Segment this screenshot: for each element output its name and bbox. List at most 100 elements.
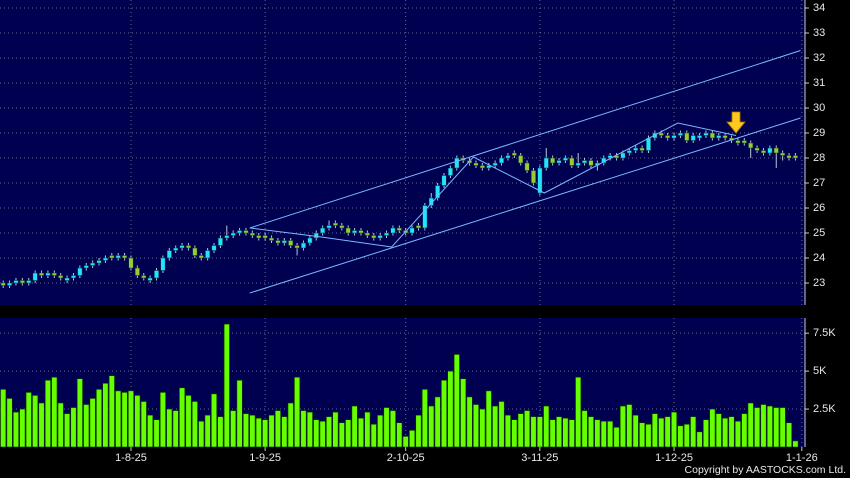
candle-body	[64, 277, 70, 281]
candle-body	[320, 227, 326, 234]
y-tick-label: 28	[813, 152, 825, 164]
candle-body	[639, 147, 645, 151]
candle-body	[792, 155, 798, 159]
volume-bar	[760, 404, 767, 448]
candle-body	[582, 160, 588, 164]
candle-body	[486, 165, 492, 169]
candle-body	[160, 257, 166, 271]
candle-body	[332, 222, 338, 226]
volume-bar	[115, 390, 122, 448]
volume-bar	[274, 410, 281, 448]
x-tick-label: 2-10-25	[387, 452, 425, 464]
candle-body	[364, 232, 370, 236]
volume-bar	[581, 410, 588, 448]
candle-body	[83, 265, 89, 269]
volume-bar	[562, 417, 569, 448]
volume-bar	[658, 417, 665, 448]
candle-body	[262, 235, 268, 239]
candle-body	[562, 157, 568, 161]
candle-body	[249, 232, 255, 236]
volume-bar	[306, 411, 313, 448]
volume-bar	[651, 413, 658, 448]
candle-body	[626, 150, 632, 154]
candle-body	[492, 162, 498, 166]
candle-body	[281, 240, 287, 244]
y-tick-label: 31	[813, 77, 825, 89]
volume-bar	[683, 423, 690, 448]
y-tick-label: 24	[813, 252, 825, 264]
candle-body	[90, 262, 96, 266]
volume-bar	[702, 419, 709, 448]
candle-body	[256, 235, 262, 239]
candle-body	[575, 162, 581, 166]
candle-body	[780, 152, 786, 156]
candle-body	[45, 272, 51, 276]
candle-body	[96, 260, 102, 264]
candle-body	[198, 255, 204, 259]
candle-body	[102, 257, 108, 261]
volume-bar	[747, 402, 754, 448]
candle-body	[505, 155, 511, 159]
trend-line	[249, 50, 801, 229]
volume-bar	[504, 414, 511, 448]
candle-body	[269, 237, 275, 241]
candle-body	[709, 132, 715, 139]
candle-body	[658, 132, 664, 136]
volume-bar	[96, 389, 103, 448]
price-panel	[0, 0, 805, 305]
volume-bar	[460, 378, 467, 448]
candle-body	[32, 272, 38, 281]
volume-bar	[38, 402, 45, 448]
y-tick-label: 27	[813, 177, 825, 189]
volume-bar	[632, 414, 639, 448]
candle-body	[243, 230, 249, 234]
volume-bar	[370, 423, 377, 448]
candle-body	[479, 165, 485, 169]
volume-bar	[364, 411, 371, 448]
candle-body	[294, 245, 300, 249]
candle-body	[677, 132, 683, 136]
volume-bar	[357, 417, 364, 448]
y-tick-label: 23	[813, 277, 825, 289]
volume-bar	[294, 376, 301, 448]
volume-bar	[351, 405, 358, 448]
candle-body	[748, 142, 754, 149]
volume-bar	[198, 420, 205, 448]
volume-bar	[677, 425, 684, 448]
candle-body	[569, 157, 575, 166]
volume-bar	[32, 395, 39, 448]
volume-bar	[70, 407, 77, 448]
candle-body	[307, 237, 313, 244]
candle-body	[128, 257, 134, 269]
volume-bar	[613, 426, 620, 448]
volume-bar	[409, 430, 416, 448]
candle-body	[722, 135, 728, 139]
y-tick-label: 30	[813, 102, 825, 114]
candle-body	[537, 167, 543, 194]
candle-body	[109, 255, 115, 259]
volume-bar	[249, 414, 256, 448]
candle-body	[499, 157, 505, 164]
volume-bar	[57, 402, 64, 448]
candle-body	[115, 255, 121, 259]
volume-bar	[44, 379, 51, 448]
volume-bar	[134, 395, 141, 448]
volume-bar	[568, 419, 575, 448]
candle-body	[390, 227, 396, 234]
volume-bar	[179, 387, 186, 448]
volume-bar	[338, 422, 345, 448]
volume-bar	[217, 416, 224, 448]
volume-bar	[421, 389, 428, 448]
volume-bar	[262, 419, 269, 448]
candle-body	[339, 225, 345, 229]
volume-bar	[428, 405, 435, 448]
volume-bar	[779, 407, 786, 448]
volume-bar	[402, 436, 409, 448]
volume-bar	[12, 411, 19, 448]
candle-body	[179, 245, 185, 249]
candle-body	[415, 225, 421, 229]
volume-bar	[671, 411, 678, 448]
volume-bar	[645, 423, 652, 448]
volume-bar	[466, 396, 473, 448]
